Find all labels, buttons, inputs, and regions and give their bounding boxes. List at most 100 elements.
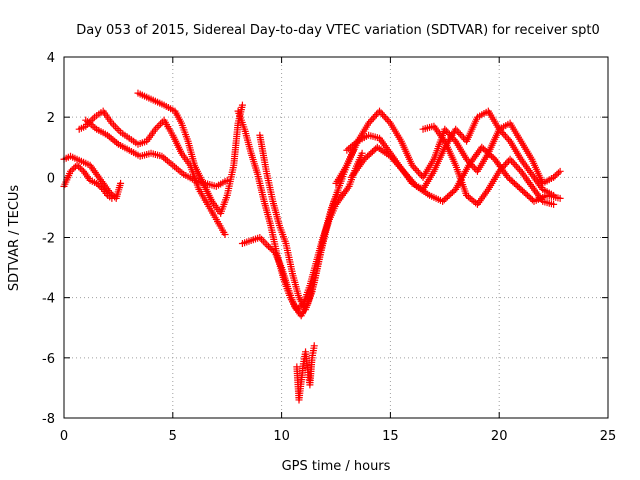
data-point [76,164,84,172]
data-point [503,159,511,167]
data-point [522,190,530,198]
data-point [489,154,497,162]
grid [64,57,608,418]
data-point [445,191,453,199]
x-tick-label: 15 [382,429,399,444]
data-point [117,179,125,187]
data-point [519,187,527,195]
series-10 [332,107,558,199]
data-point [368,148,376,156]
data-point [358,149,366,157]
x-tick-label: 10 [273,429,290,444]
series-9 [293,342,318,404]
data-point [497,166,505,174]
data-point [509,159,517,167]
data-point [377,109,385,117]
data-point [484,149,492,157]
data-point [379,111,387,119]
plot-frame [63,56,609,419]
data-point [556,167,564,175]
data-point [458,132,466,140]
data-point [238,101,246,109]
data-point [365,119,373,127]
data-point [380,112,388,120]
data-point [501,160,509,168]
data-point [515,166,523,174]
data-point [512,181,520,189]
x-tick-labels: 0 5 10 15 20 25 [60,429,616,444]
data-point [483,148,491,156]
data-point [512,162,520,170]
data-point [488,152,496,160]
data-point [515,184,523,192]
data-point [364,152,372,160]
y-tick-label: -8 [42,412,55,427]
data-point [520,188,528,196]
data-point [441,125,449,133]
x-tick-label: 5 [169,429,177,444]
y-tick-label: 0 [47,171,55,186]
y-tick-label: 2 [47,111,55,126]
data-point [93,179,101,187]
data-point [508,157,516,165]
y-tick-label: -6 [42,352,55,367]
data-point [440,196,448,204]
data-point [481,146,489,154]
data-point [310,342,318,350]
data-point [498,164,506,172]
data-point [371,112,379,120]
data-point [501,132,509,140]
data-point [527,194,535,202]
data-point [553,170,561,178]
data-point [498,129,506,137]
data-point [108,194,116,202]
data-point [382,114,390,122]
x-axis-title: GPS time / hours [282,459,391,474]
data-point [486,151,494,159]
data-point [442,194,450,202]
y-tick-labels: -8 -6 -4 -2 0 2 4 [42,51,55,427]
data-point [265,243,273,251]
data-point [453,127,461,135]
data-point [68,166,76,174]
data-point [448,188,456,196]
data-point [414,168,422,176]
data-point [506,175,514,183]
series-3 [75,107,229,238]
data-point [455,129,463,137]
data-point [334,188,342,196]
data-point [67,167,75,175]
data-point [495,167,503,175]
data-point [505,136,513,144]
data-point [550,173,558,181]
data-point [439,197,447,205]
data-point [96,182,104,190]
x-tick-label: 25 [600,429,617,444]
data-point [507,176,515,184]
series-13 [419,122,558,208]
data-point [365,151,373,159]
data-point [70,164,78,172]
data-point [551,172,559,180]
data-point [514,164,522,172]
data-point [413,166,421,174]
data-point [463,155,471,163]
data-point [98,184,106,192]
data-point [525,193,533,201]
data-point [550,200,558,208]
data-point [514,182,522,190]
data-point [556,194,564,202]
x-tick-label: 0 [60,429,68,444]
x-tick-label: 20 [491,429,508,444]
data-point [268,246,276,254]
data-point [221,230,229,238]
data-point [369,114,377,122]
data-point [510,179,518,187]
series-2 [60,161,116,202]
data-point [500,162,508,170]
data-point [408,161,416,169]
data-point [266,244,274,252]
data-point [554,169,562,177]
data-point [444,193,452,201]
